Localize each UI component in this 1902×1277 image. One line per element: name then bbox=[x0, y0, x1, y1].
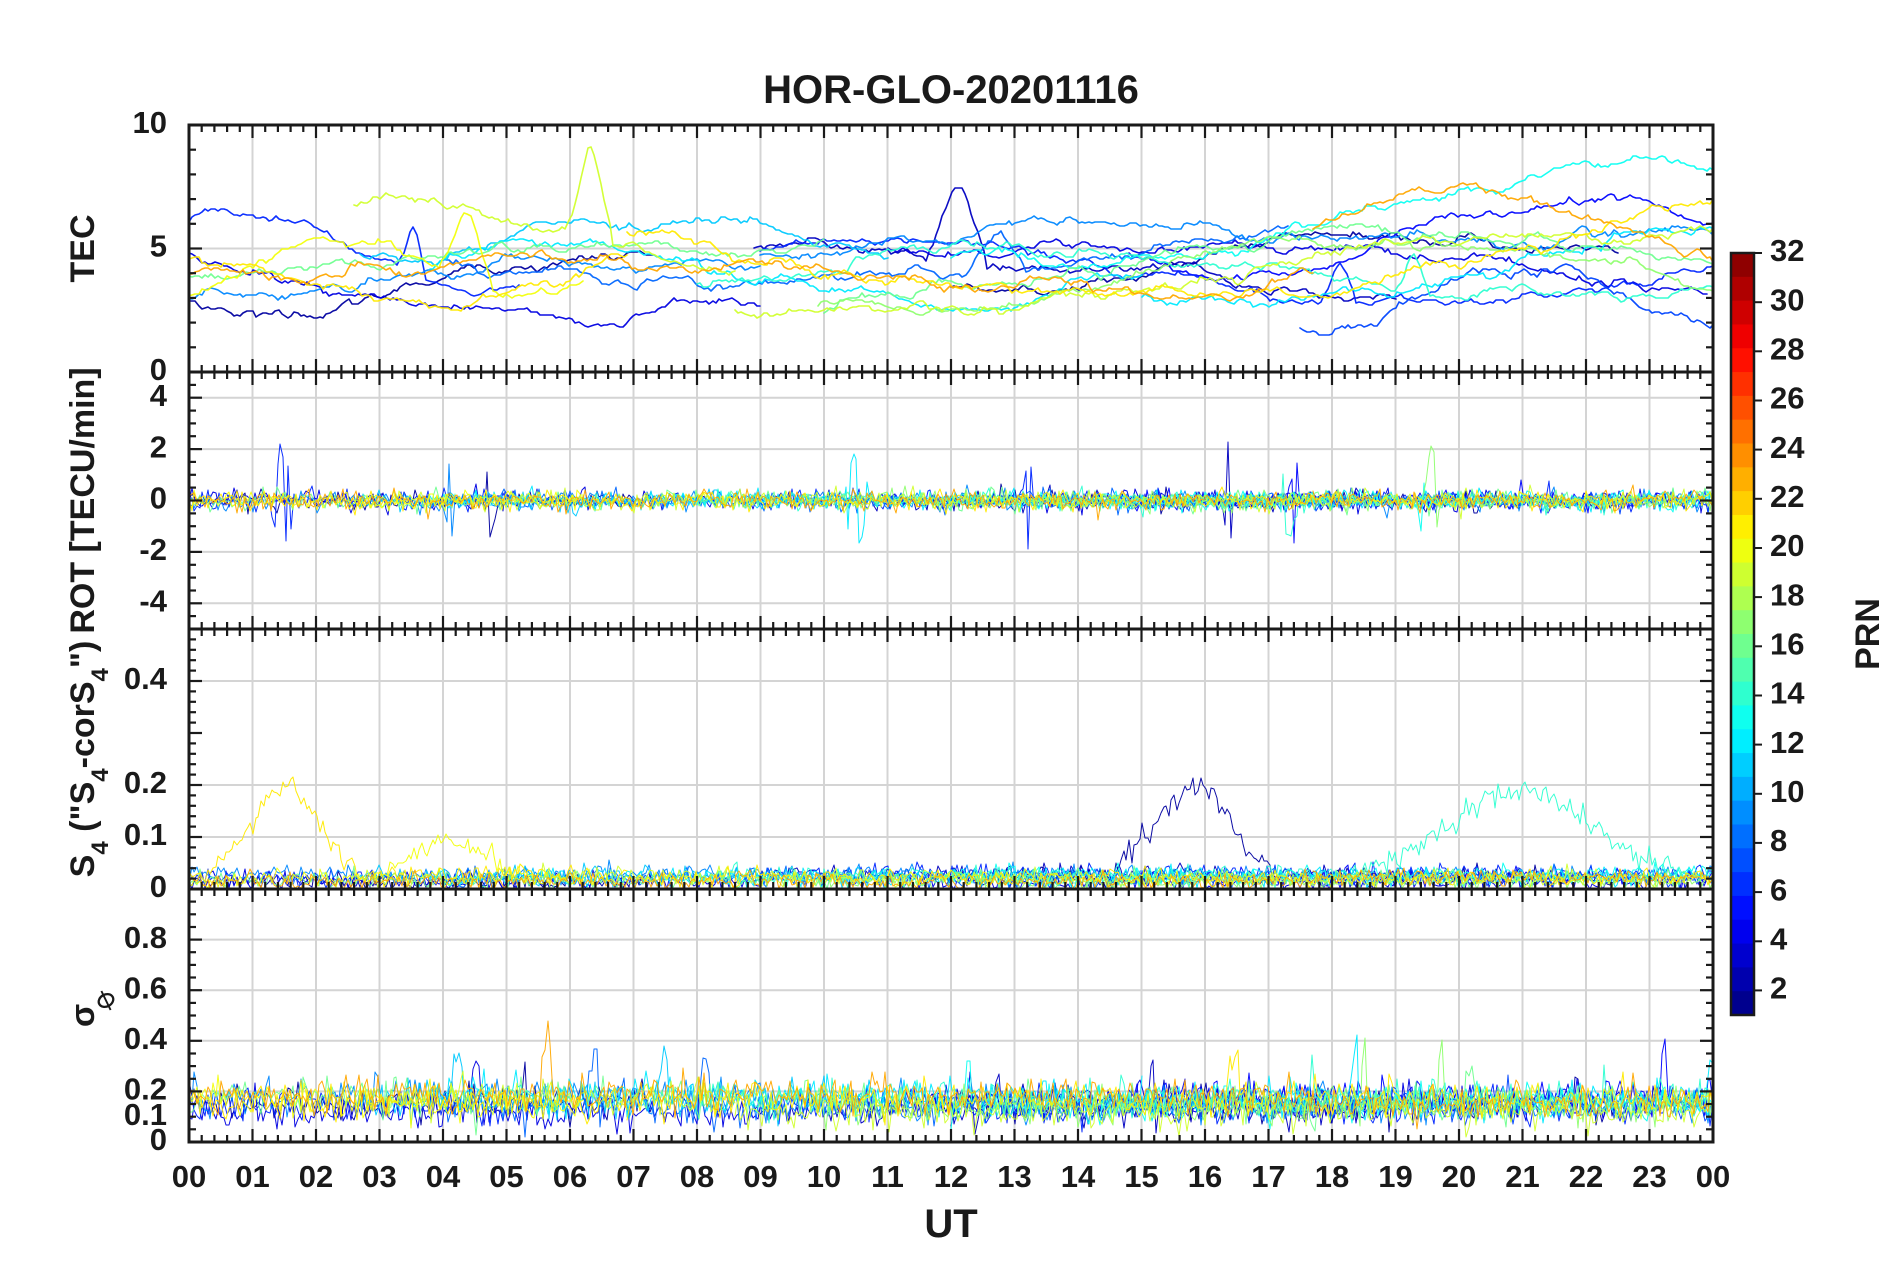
svg-text:8: 8 bbox=[1770, 823, 1787, 858]
svg-text:28: 28 bbox=[1770, 331, 1804, 366]
svg-text:06: 06 bbox=[553, 1159, 587, 1194]
svg-text:03: 03 bbox=[362, 1159, 396, 1194]
svg-text:08: 08 bbox=[680, 1159, 714, 1194]
svg-text:UT: UT bbox=[924, 1202, 977, 1246]
svg-text:13: 13 bbox=[997, 1159, 1031, 1194]
svg-text:22: 22 bbox=[1569, 1159, 1603, 1194]
svg-text:01: 01 bbox=[235, 1159, 269, 1194]
svg-text:12: 12 bbox=[934, 1159, 968, 1194]
svg-text:26: 26 bbox=[1770, 381, 1804, 416]
svg-text:30: 30 bbox=[1770, 282, 1804, 317]
svg-text:ROT [TECU/min]: ROT [TECU/min] bbox=[64, 367, 102, 633]
svg-text:17: 17 bbox=[1251, 1159, 1285, 1194]
svg-text:18: 18 bbox=[1315, 1159, 1349, 1194]
svg-text:02: 02 bbox=[299, 1159, 333, 1194]
svg-text:0.4: 0.4 bbox=[124, 661, 168, 696]
svg-text:4: 4 bbox=[1770, 921, 1788, 956]
svg-text:24: 24 bbox=[1770, 430, 1805, 465]
svg-text:0.8: 0.8 bbox=[124, 920, 167, 955]
svg-text:07: 07 bbox=[616, 1159, 650, 1194]
svg-text:18: 18 bbox=[1770, 577, 1804, 612]
svg-text:-4: -4 bbox=[139, 583, 167, 618]
svg-text:-2: -2 bbox=[139, 532, 167, 567]
svg-text:21: 21 bbox=[1505, 1159, 1539, 1194]
svg-text:12: 12 bbox=[1770, 725, 1804, 760]
svg-text:0: 0 bbox=[150, 481, 167, 516]
svg-text:10: 10 bbox=[133, 105, 167, 140]
svg-text:32: 32 bbox=[1770, 233, 1804, 268]
svg-text:2: 2 bbox=[1770, 971, 1787, 1006]
svg-text:PRN: PRN bbox=[1849, 598, 1887, 670]
svg-text:6: 6 bbox=[1770, 872, 1787, 907]
svg-text:0.4: 0.4 bbox=[124, 1021, 168, 1056]
svg-text:HOR-GLO-20201116: HOR-GLO-20201116 bbox=[763, 68, 1139, 112]
svg-text:14: 14 bbox=[1770, 676, 1805, 711]
svg-text:0.1: 0.1 bbox=[124, 817, 167, 852]
svg-text:04: 04 bbox=[426, 1159, 461, 1194]
svg-text:0: 0 bbox=[150, 869, 167, 904]
svg-text:10: 10 bbox=[807, 1159, 841, 1194]
svg-text:00: 00 bbox=[172, 1159, 206, 1194]
svg-text:4: 4 bbox=[150, 378, 168, 413]
svg-text:0.1: 0.1 bbox=[124, 1097, 167, 1132]
svg-text:20: 20 bbox=[1442, 1159, 1476, 1194]
svg-text:14: 14 bbox=[1061, 1159, 1096, 1194]
svg-text:23: 23 bbox=[1632, 1159, 1666, 1194]
svg-text:10: 10 bbox=[1770, 774, 1804, 809]
svg-text:11: 11 bbox=[871, 1159, 904, 1194]
svg-text:16: 16 bbox=[1188, 1159, 1222, 1194]
svg-text:19: 19 bbox=[1378, 1159, 1412, 1194]
svg-text:00: 00 bbox=[1696, 1159, 1730, 1194]
svg-text:05: 05 bbox=[489, 1159, 523, 1194]
svg-text:σ: σ bbox=[64, 1004, 102, 1027]
svg-text:16: 16 bbox=[1770, 626, 1804, 661]
svg-text:15: 15 bbox=[1124, 1159, 1158, 1194]
svg-text:5: 5 bbox=[150, 229, 167, 264]
svg-text:TEC: TEC bbox=[64, 215, 102, 283]
svg-text:09: 09 bbox=[743, 1159, 777, 1194]
svg-text:20: 20 bbox=[1770, 528, 1804, 563]
svg-text:0.6: 0.6 bbox=[124, 970, 167, 1005]
svg-text:22: 22 bbox=[1770, 479, 1804, 514]
svg-text:2: 2 bbox=[150, 429, 167, 464]
svg-text:0.2: 0.2 bbox=[124, 765, 167, 800]
